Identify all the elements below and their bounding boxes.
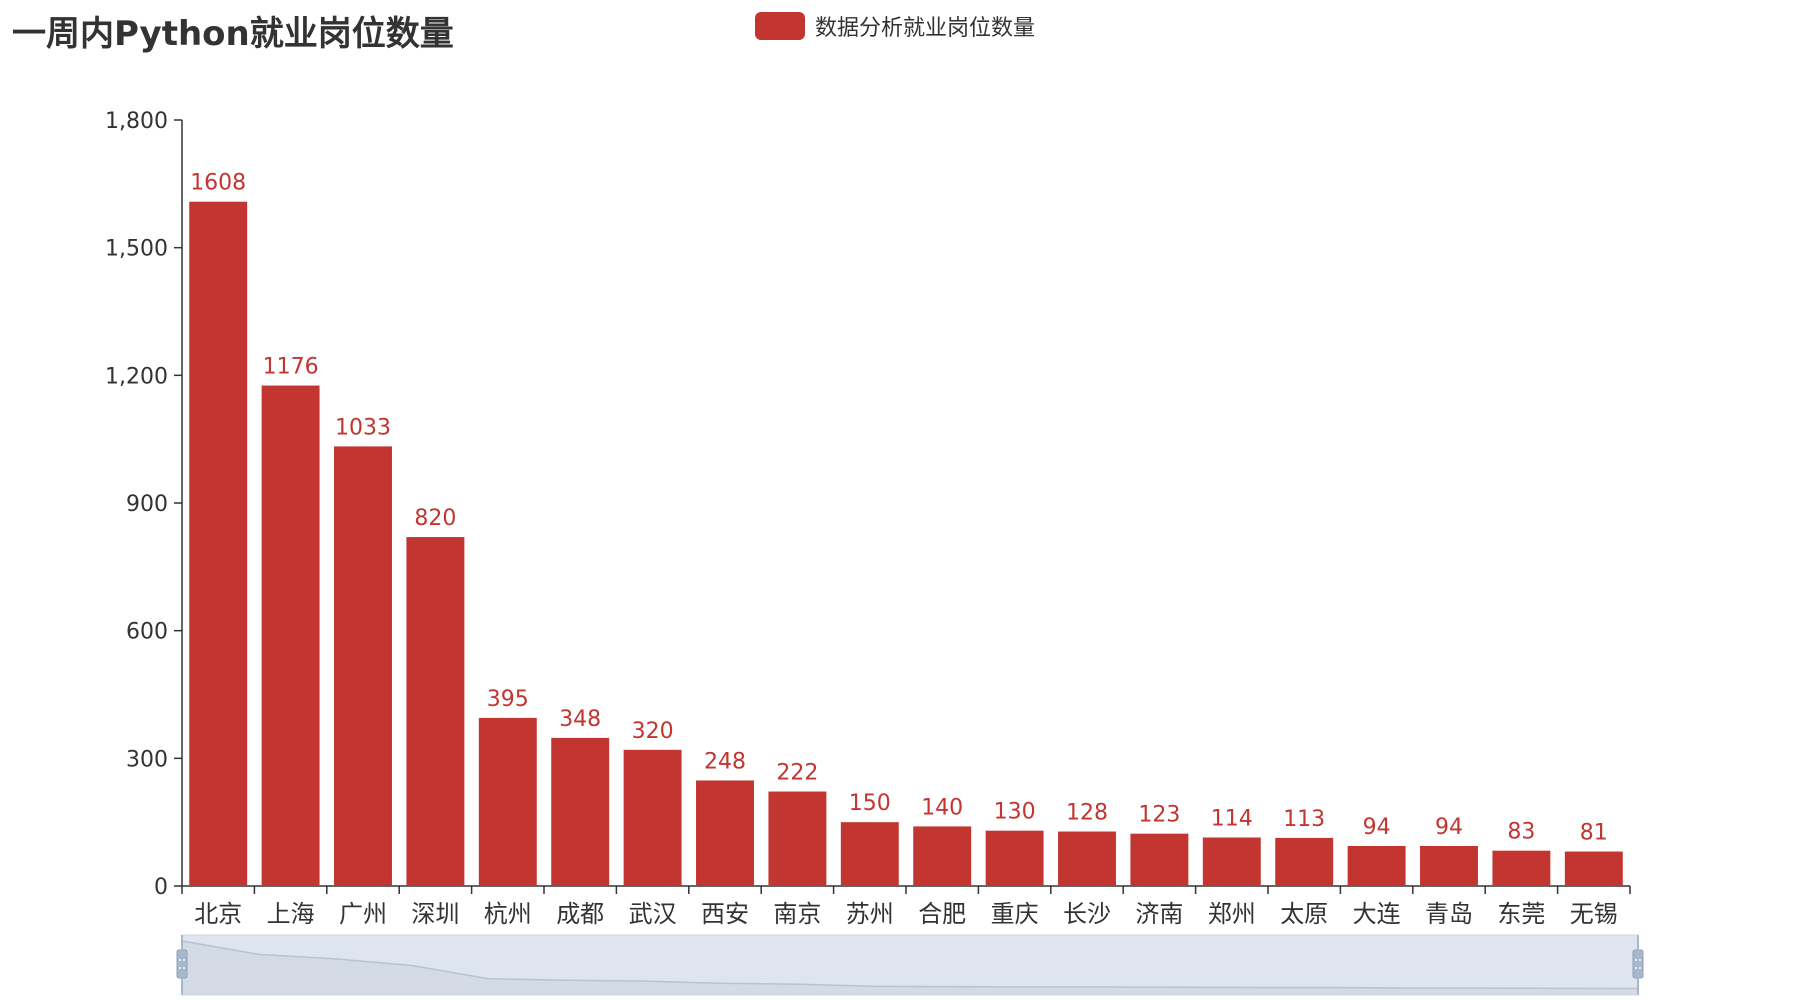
x-tick-label: 杭州: [484, 900, 532, 928]
bar[interactable]: [696, 780, 754, 886]
data-label: 94: [1363, 815, 1391, 840]
bar[interactable]: [1564, 851, 1623, 886]
y-tick-label: 1,500: [105, 237, 168, 262]
data-label: 94: [1435, 815, 1463, 840]
bar[interactable]: [406, 537, 465, 886]
legend-label: 数据分析就业岗位数量: [815, 16, 1036, 41]
x-tick-label: 东莞: [1497, 900, 1545, 928]
bar[interactable]: [551, 737, 610, 886]
data-label: 820: [414, 506, 456, 531]
legend-item[interactable]: 数据分析就业岗位数量: [755, 10, 1035, 42]
bar[interactable]: [1058, 831, 1116, 886]
bar[interactable]: [1347, 845, 1406, 886]
data-label: 123: [1138, 803, 1180, 828]
data-zoom-slider[interactable]: [176, 934, 1644, 996]
bar[interactable]: [840, 822, 899, 886]
x-tick-label: 北京: [194, 900, 242, 928]
data-label: 320: [632, 719, 674, 744]
data-label: 130: [994, 800, 1036, 825]
x-tick-label: 西安: [701, 900, 749, 928]
y-tick-label: 1,800: [105, 109, 168, 134]
data-label: 113: [1283, 807, 1325, 832]
x-tick-label: 无锡: [1570, 900, 1618, 928]
data-label: 114: [1211, 806, 1253, 831]
x-tick-label: 重庆: [991, 900, 1039, 928]
data-label: 1608: [190, 171, 246, 196]
bar[interactable]: [1202, 837, 1261, 886]
y-tick-label: 0: [154, 875, 168, 900]
x-tick-label: 武汉: [629, 900, 677, 928]
x-tick-label: 成都: [556, 900, 604, 928]
y-tick-label: 1,200: [105, 364, 168, 389]
bar[interactable]: [1420, 845, 1478, 886]
y-tick-label: 600: [126, 620, 168, 645]
data-label: 248: [704, 749, 746, 774]
data-labels-group: 1608 1176 1033 820 395 348 320 248 222 150 140 130 1…: [190, 171, 1608, 846]
zoom-data-shadow: [182, 941, 1638, 995]
bar[interactable]: [1130, 833, 1189, 886]
data-label: 81: [1580, 821, 1608, 846]
data-label: 150: [849, 791, 891, 816]
data-label: 222: [776, 761, 818, 786]
x-tick-label: 合肥: [918, 900, 966, 928]
bar[interactable]: [623, 749, 682, 886]
y-tick-label: 900: [126, 492, 168, 517]
data-label: 140: [921, 795, 963, 820]
zoom-data-line: [181, 940, 1639, 990]
y-tick-label: 300: [126, 747, 168, 772]
bar[interactable]: [768, 791, 827, 886]
legend-swatch: [755, 12, 805, 40]
bar[interactable]: [1275, 837, 1334, 886]
bar[interactable]: [261, 385, 320, 886]
y-axis: 0 300 600 900 1,200 1,500 1,800: [105, 109, 183, 900]
x-tick-label: 大连: [1353, 900, 1401, 928]
x-tick-label: 上海: [267, 900, 315, 928]
chart-title: 一周内Python就业岗位数量: [12, 14, 454, 54]
x-tick-label: 郑州: [1208, 900, 1256, 928]
x-tick-label: 济南: [1135, 900, 1183, 928]
data-label: 1176: [263, 355, 319, 380]
x-axis: 北京 上海 广州 深圳 杭州 成都 武汉 西安 南京 苏州 合肥 重庆 长沙 济南 郑州 太原 大连 青岛 东莞 无锡: [181, 885, 1631, 928]
data-label: 1033: [335, 415, 391, 440]
x-tick-label: 南京: [773, 900, 821, 928]
x-tick-label: 太原: [1280, 900, 1328, 928]
bar[interactable]: [985, 830, 1044, 886]
bar[interactable]: [189, 201, 248, 886]
bars-group: [189, 201, 1623, 886]
bar[interactable]: [478, 717, 537, 886]
x-tick-label: 长沙: [1063, 900, 1111, 928]
x-tick-label: 深圳: [411, 900, 459, 928]
bar[interactable]: [913, 826, 972, 886]
data-label: 128: [1066, 801, 1108, 826]
bar[interactable]: [334, 446, 392, 886]
bar[interactable]: [1492, 850, 1551, 886]
data-label: 348: [559, 707, 601, 732]
data-label: 83: [1507, 820, 1535, 845]
x-tick-label: 广州: [339, 900, 387, 928]
data-label: 395: [487, 687, 529, 712]
x-tick-label: 青岛: [1425, 900, 1473, 928]
x-tick-label: 苏州: [846, 900, 894, 928]
